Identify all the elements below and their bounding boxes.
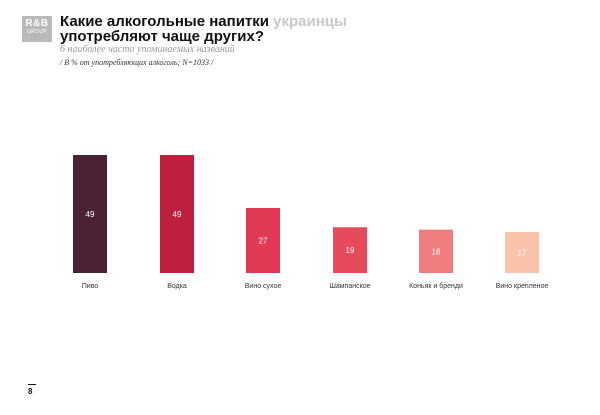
- page-number: 8: [28, 387, 33, 396]
- category-label: Водка: [167, 283, 187, 290]
- category-label: Коньяк и бренди: [409, 282, 463, 290]
- page-title: Какие алкогольные напитки украинцы употр…: [60, 14, 347, 44]
- category-label: Вино сухое: [245, 283, 282, 290]
- company-logo: R&B GROUP: [22, 16, 52, 42]
- bar-2: [160, 155, 194, 273]
- bar-value-label: 49: [173, 210, 182, 219]
- category-label: Вино крепленое: [496, 283, 549, 290]
- category-label: Шампанское: [329, 283, 370, 290]
- bar-value-label: 49: [86, 210, 95, 219]
- logo-line2: GROUP: [27, 29, 47, 35]
- bar-5: [419, 229, 453, 273]
- title-part1: Какие алкогольные напитки: [60, 13, 274, 30]
- sample-note: / В % от употребляющих алкоголь; N=1033 …: [60, 58, 214, 67]
- bar-6: [505, 232, 539, 273]
- title-accent: украинцы: [273, 13, 347, 30]
- bar-value-label: 27: [259, 236, 268, 245]
- logo-line1: R&B: [25, 18, 49, 29]
- bar-value-label: 17: [518, 249, 527, 258]
- category-label: Пиво: [82, 283, 99, 290]
- bar-value-label: 19: [346, 246, 355, 255]
- bar-1: [73, 155, 107, 273]
- page-number-rule: [28, 384, 36, 385]
- bar-4: [333, 227, 367, 273]
- title-part2: употребляют чаще других?: [60, 28, 264, 45]
- page-subtitle: 6 наиболее часто упоминаемых названий: [60, 44, 235, 55]
- bar-3: [246, 207, 280, 273]
- bar-value-label: 18: [432, 247, 441, 256]
